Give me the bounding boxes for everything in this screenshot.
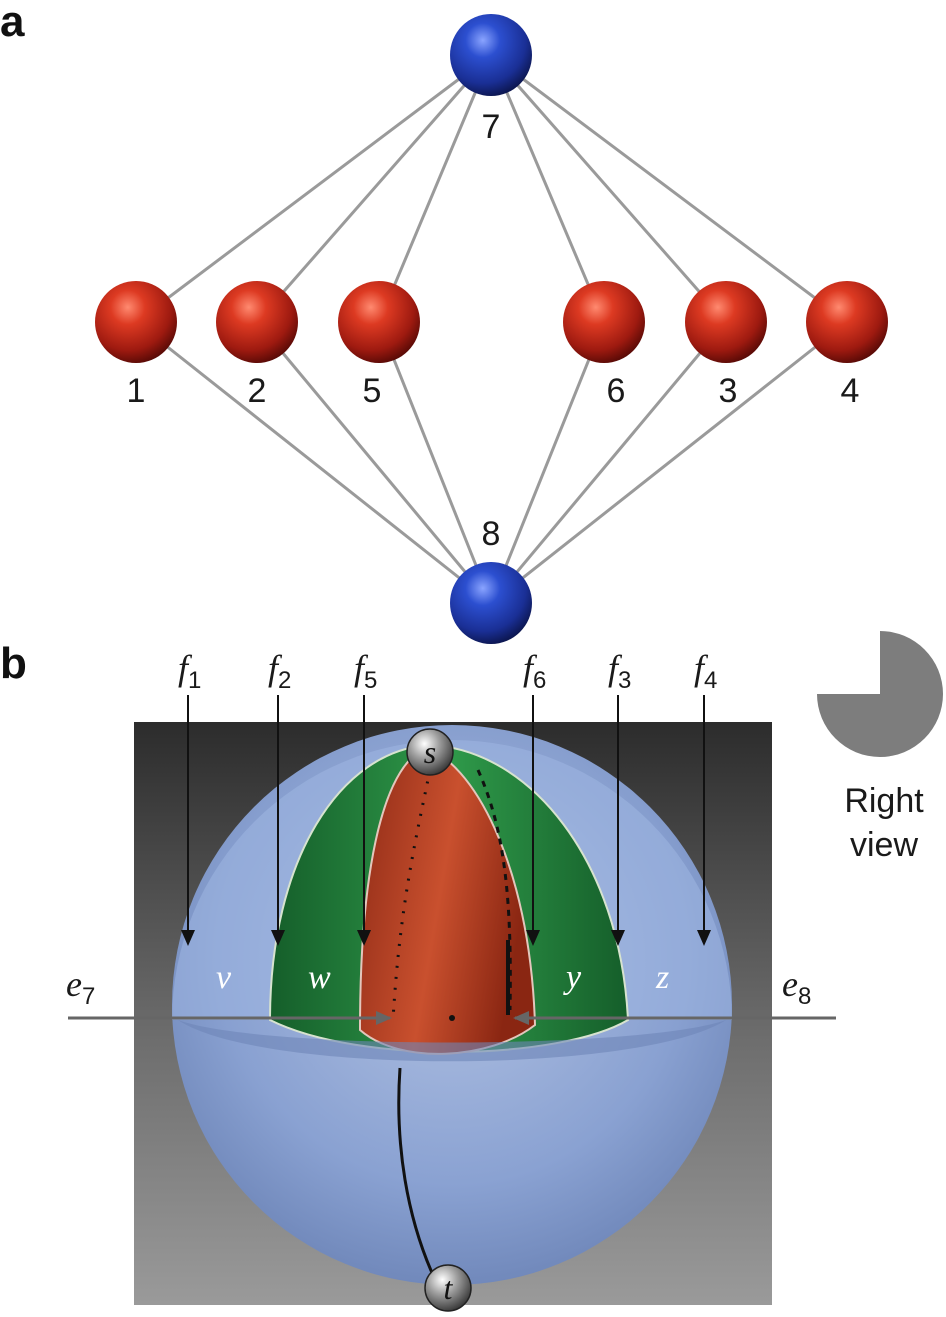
node-7: [450, 14, 532, 96]
node-label-5: 5: [363, 372, 382, 410]
edge-label-e7: e7: [66, 964, 95, 1010]
sink-label: t: [444, 1270, 454, 1306]
right-view-label-line2: view: [850, 826, 918, 864]
face-arrowhead-f3: [611, 930, 625, 946]
node-label-6: 6: [607, 372, 626, 410]
node-2: [216, 281, 298, 363]
e8-arrowhead: [513, 1011, 529, 1025]
source-label: s: [424, 734, 436, 770]
source-node-s: [406, 728, 454, 776]
edge-8-1: [135, 320, 492, 605]
node-1: [95, 281, 177, 363]
panel-a-letter: a: [0, 0, 25, 46]
trajectory-right: [476, 769, 512, 1011]
edge-7-5: [377, 54, 493, 323]
edge-7-6: [489, 54, 606, 323]
path-to-t: [397, 1067, 442, 1291]
edge-8-6: [489, 321, 606, 604]
node-6: [563, 281, 645, 363]
panel-b-letter: b: [0, 639, 27, 688]
face-arrowhead-f1: [181, 930, 195, 946]
node-3: [685, 281, 767, 363]
node-label-7: 7: [482, 108, 501, 146]
edge-7-3: [489, 54, 728, 323]
region-v: v: [216, 959, 232, 996]
node-4: [806, 281, 888, 363]
node-label-2: 2: [248, 372, 267, 410]
edge-7-1: [135, 53, 492, 324]
face-arrowhead-f2: [271, 930, 285, 946]
node-label-4: 4: [841, 372, 860, 410]
edge-7-4: [490, 53, 848, 324]
edge-8-3: [489, 321, 728, 604]
face-label-f1: f1: [178, 648, 201, 694]
node-label-1: 1: [127, 372, 146, 410]
node-label-8: 8: [482, 515, 501, 553]
sink-node-t: [424, 1264, 472, 1312]
right-view-label-line1: Right: [844, 782, 924, 820]
edge-8-2: [255, 321, 493, 604]
face-label-f6: f6: [523, 648, 546, 694]
graph-edges: [135, 53, 848, 605]
edge-7-2: [255, 54, 493, 323]
face-label-f2: f2: [268, 648, 291, 694]
face-arrowhead-f5: [357, 930, 371, 946]
face-arrowhead-f6: [526, 930, 540, 946]
region-y: y: [563, 959, 582, 996]
edge-label-e8: e8: [782, 964, 811, 1010]
face-label-f3: f3: [608, 648, 631, 694]
node-8: [450, 562, 532, 644]
face-label-f5: f5: [354, 648, 377, 694]
trajectory-dot: [449, 1015, 455, 1021]
region-w: w: [308, 959, 331, 996]
edge-8-4: [490, 320, 848, 605]
face-arrows: f1 f2 f5 f6 f3 f4: [178, 648, 717, 946]
equator-cut: [178, 1020, 726, 1062]
node-label-3: 3: [719, 372, 738, 410]
e7-arrowhead: [376, 1011, 392, 1025]
node-5: [338, 281, 420, 363]
graph-nodes: 7 1 2 5 6 3 4 8: [95, 14, 888, 644]
face-label-f4: f4: [694, 648, 717, 694]
edge-8-5: [377, 321, 493, 604]
right-view-icon: [817, 631, 943, 757]
face-arrowhead-f4: [697, 930, 711, 946]
region-z: z: [655, 959, 669, 996]
